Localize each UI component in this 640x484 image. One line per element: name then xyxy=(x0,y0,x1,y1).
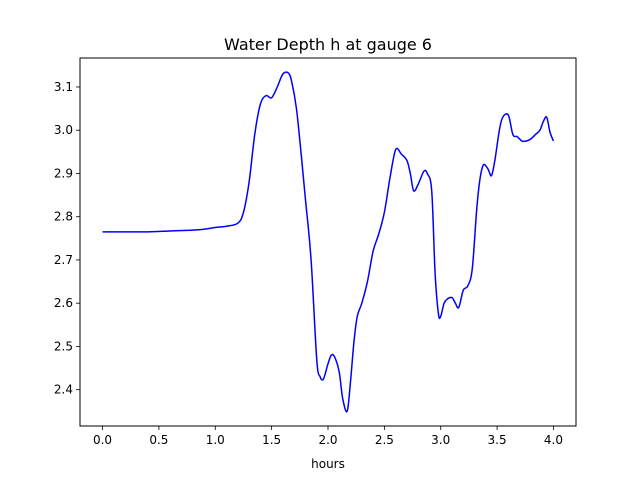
y-tick-label: 2.5 xyxy=(54,339,73,353)
x-tick-label: 1.5 xyxy=(262,433,281,447)
x-tick-label: 0.5 xyxy=(149,433,168,447)
x-tick-label: 3.0 xyxy=(431,433,450,447)
y-tick-label: 2.9 xyxy=(54,166,73,180)
plot-content xyxy=(102,71,555,413)
x-tick-label: 0.0 xyxy=(93,433,112,447)
y-tick-label: 2.8 xyxy=(54,210,73,224)
x-tick-label: 1.0 xyxy=(206,433,225,447)
x-tick-label: 2.5 xyxy=(375,433,394,447)
x-tick-label: 4.0 xyxy=(544,433,563,447)
plot-frame xyxy=(79,57,577,427)
x-tick-label: 2.0 xyxy=(318,433,337,447)
y-tick-label: 2.4 xyxy=(54,383,73,397)
x-axis-ticks: 0.0 0.5 1.0 1.5 2.0 2.5 3.0 3.5 4.0 xyxy=(93,426,563,447)
y-tick-label: 2.7 xyxy=(54,253,73,267)
chart-title: Water Depth h at gauge 6 xyxy=(224,35,432,54)
series-line-0 xyxy=(102,71,555,413)
y-tick-label: 3.0 xyxy=(54,123,73,137)
y-tick-label: 3.1 xyxy=(54,80,73,94)
y-tick-label: 2.6 xyxy=(54,296,73,310)
x-tick-label: 3.5 xyxy=(488,433,507,447)
y-axis-ticks: 2.4 2.5 2.6 2.7 2.8 2.9 3.0 3.1 xyxy=(54,80,80,397)
x-axis-label: hours xyxy=(311,457,345,471)
